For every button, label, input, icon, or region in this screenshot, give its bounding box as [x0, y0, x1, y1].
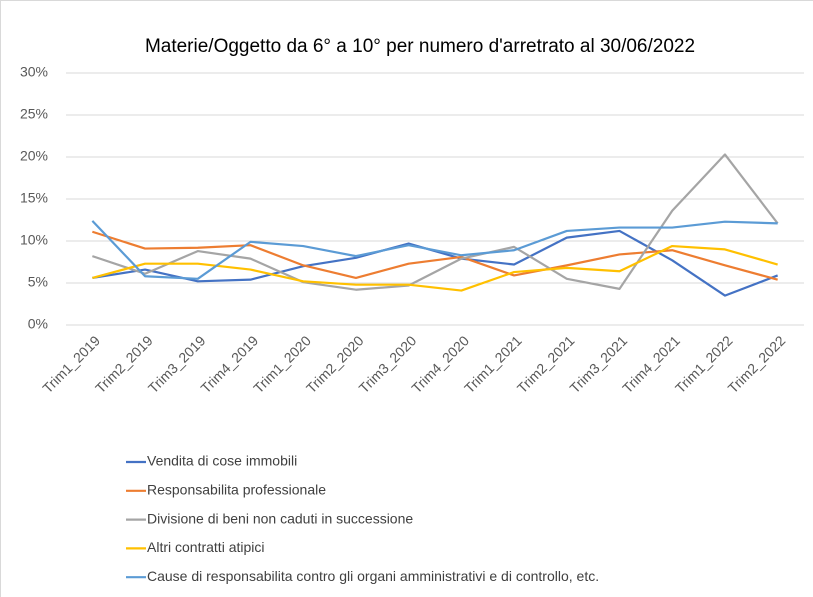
y-tick-label: 20%	[20, 148, 48, 164]
legend-label: Divisione di beni non caduti in successi…	[147, 510, 413, 526]
y-tick-label: 5%	[28, 274, 48, 290]
legend-label: Responsabilita professionale	[147, 482, 326, 498]
y-tick-label: 0%	[28, 316, 48, 332]
series-line	[92, 244, 778, 292]
y-tick-label: 25%	[20, 106, 48, 122]
y-tick-label: 10%	[20, 232, 48, 248]
series-line	[91, 220, 778, 280]
y-tick-label: 30%	[20, 64, 48, 80]
series-line	[92, 153, 779, 291]
legend-label: Altri contratti atipici	[147, 539, 264, 555]
chart-title: Materie/Oggetto da 6° a 10° per numero d…	[145, 36, 695, 57]
legend-label: Vendita di cose immobili	[147, 453, 297, 469]
legend-label: Cause di responsabilita contro gli organ…	[147, 568, 599, 584]
y-tick-label: 15%	[20, 190, 48, 206]
